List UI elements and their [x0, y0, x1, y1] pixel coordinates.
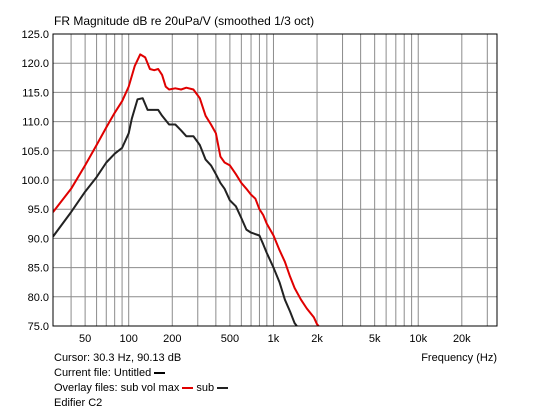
- y-tick-label: 75.0: [28, 321, 49, 333]
- y-tick-label: 85.0: [28, 263, 49, 275]
- x-tick-label: 2k: [311, 333, 323, 345]
- overlay-files-legend: Overlay files: sub vol max sub: [54, 382, 231, 394]
- series-line-sub: [53, 97, 298, 326]
- overlay-series-name-sub: sub: [196, 382, 215, 394]
- y-tick-label: 90.0: [28, 233, 49, 245]
- tick-layer: 75.0 80.0 85.0 90.0 95.0 100.0 105.0 110.0 115.0…: [21, 29, 471, 345]
- current-file-legend: Current file: Untitled: [54, 367, 168, 379]
- overlay-files-label: Overlay files: sub vol max: [54, 382, 180, 394]
- series-layer: [53, 53, 320, 326]
- x-tick-label: 200: [163, 333, 181, 345]
- y-tick-label: 120.0: [21, 58, 49, 70]
- x-tick-label: 10k: [409, 333, 427, 345]
- chart-title: FR Magnitude dB re 20uPa/V (smoothed 1/3…: [54, 14, 315, 28]
- series-swatch-sub: [217, 387, 229, 390]
- edifier-note: Edifier C2: [54, 397, 103, 409]
- y-tick-label: 100.0: [21, 175, 49, 187]
- x-tick-label: 100: [120, 333, 138, 345]
- y-tick-label: 110.0: [22, 117, 49, 129]
- y-tick-label: 125.0: [21, 29, 49, 41]
- current-file-swatch: [154, 372, 166, 375]
- x-axis-label: Frequency (Hz): [421, 352, 497, 364]
- series-line-sub-vol-max: [53, 53, 320, 326]
- x-tick-label: 50: [79, 333, 91, 345]
- y-tick-label: 105.0: [21, 146, 49, 158]
- x-tick-label: 500: [221, 333, 239, 345]
- y-tick-label: 115.0: [22, 87, 49, 99]
- x-tick-label: 1k: [268, 333, 280, 345]
- grid-layer: [53, 34, 497, 326]
- cursor-readout: Cursor: 30.3 Hz, 90.13 dB: [54, 352, 182, 364]
- x-tick-label: 5k: [369, 333, 381, 345]
- y-tick-label: 80.0: [28, 292, 49, 304]
- x-tick-label: 20k: [453, 333, 471, 345]
- plot-border: [52, 33, 498, 327]
- series-swatch-sub-vol-max: [182, 387, 194, 390]
- current-file-label: Current file: Untitled: [54, 367, 152, 379]
- y-tick-label: 95.0: [28, 204, 49, 216]
